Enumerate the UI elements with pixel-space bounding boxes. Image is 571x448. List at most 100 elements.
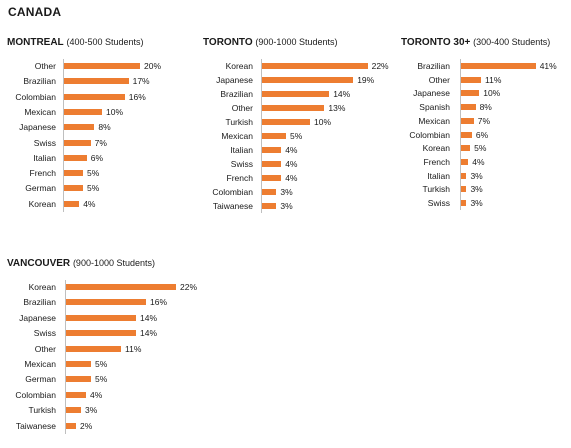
- bar: [262, 63, 368, 69]
- panel-city: MONTREAL: [7, 37, 64, 48]
- panel-title: VANCOUVER (900-1000 Students): [7, 258, 155, 269]
- category-label: Korean: [28, 198, 56, 209]
- category-label: Turkish: [28, 405, 56, 416]
- bar: [66, 314, 136, 321]
- category-label: Italian: [427, 170, 450, 181]
- category-label: French: [29, 168, 56, 179]
- category-label: Swiss: [427, 198, 450, 208]
- category-label: Turkish: [422, 184, 450, 195]
- bar: [66, 422, 76, 429]
- bar: [461, 76, 482, 83]
- bar: [262, 133, 286, 139]
- bar: [461, 90, 480, 97]
- value-label: 6%: [475, 129, 489, 140]
- value-label: 5%: [290, 131, 303, 141]
- value-label: 8%: [479, 102, 492, 113]
- category-label: Mexican: [24, 106, 56, 117]
- value-label: 3%: [280, 201, 293, 211]
- bar: [64, 78, 129, 85]
- value-label: 4%: [285, 173, 298, 183]
- value-label: 4%: [285, 159, 298, 169]
- category-label: Korean: [225, 61, 253, 71]
- bar: [66, 376, 91, 383]
- bar: [66, 299, 146, 306]
- value-label: 5%: [474, 143, 487, 154]
- bar: [262, 91, 330, 97]
- bar: [461, 200, 467, 206]
- bar: [461, 145, 471, 152]
- chart-panel-toronto: TORONTO (900-1000 Students) Korean 22% Jap…: [203, 37, 389, 237]
- bar: [461, 158, 469, 165]
- bar: [262, 105, 325, 111]
- category-label: Mexican: [221, 131, 253, 141]
- bar: [64, 93, 125, 100]
- category-label: French: [423, 156, 450, 167]
- value-label: 3%: [470, 198, 483, 208]
- bar: [64, 124, 95, 131]
- category-label: Taiwanese: [212, 201, 253, 211]
- category-label: Italian: [33, 152, 56, 163]
- category-label: Japanese: [19, 312, 56, 323]
- category-label: Spanish: [419, 102, 450, 113]
- value-label: 8%: [98, 122, 111, 133]
- category-label: Brazilian: [417, 61, 450, 71]
- panel-subtitle: (900-1000 Students): [255, 37, 338, 47]
- value-label: 5%: [95, 359, 108, 369]
- panel-subtitle: (900-1000 Students): [72, 258, 155, 268]
- category-label: Other: [34, 61, 56, 71]
- category-label: Italian: [230, 145, 253, 155]
- bar: [262, 175, 282, 181]
- bar: [461, 104, 476, 111]
- category-axis-line: [63, 59, 64, 212]
- value-label: 20%: [144, 61, 162, 71]
- panel-city: VANCOUVER: [7, 258, 71, 269]
- category-label: Taiwanese: [15, 420, 56, 431]
- value-label: 5%: [87, 183, 100, 194]
- value-label: 10%: [106, 106, 124, 117]
- category-label: Colombian: [15, 389, 56, 400]
- bar: [64, 154, 87, 161]
- bar: [66, 361, 91, 367]
- value-label: 3%: [85, 405, 98, 416]
- value-label: 3%: [470, 170, 483, 181]
- country-heading: CANADA: [8, 5, 62, 19]
- value-label: 10%: [314, 117, 332, 127]
- panel-title: MONTREAL (400-500 Students): [7, 37, 144, 48]
- category-label: Colombian: [15, 91, 56, 102]
- bar: [262, 147, 282, 153]
- bar: [262, 161, 282, 167]
- value-label: 4%: [90, 389, 103, 400]
- category-label: Other: [428, 74, 450, 85]
- bar: [64, 170, 83, 177]
- value-label: 10%: [483, 88, 501, 99]
- value-label: 14%: [140, 328, 158, 339]
- bar: [461, 172, 467, 179]
- category-label: Colombian: [212, 187, 253, 197]
- bar: [461, 131, 472, 138]
- category-label: Colombian: [409, 129, 450, 140]
- bar: [64, 63, 140, 69]
- value-label: 14%: [333, 89, 351, 99]
- category-label: German: [25, 374, 56, 385]
- chart-panel-vancouver: VANCOUVER (900-1000 Students) Korean 22% B…: [7, 258, 197, 443]
- category-label: Swiss: [230, 159, 253, 169]
- category-label: Brazilian: [23, 297, 56, 308]
- bar: [64, 200, 80, 207]
- category-label: Swiss: [33, 328, 56, 339]
- category-label: Korean: [28, 282, 56, 292]
- panel-title: TORONTO (900-1000 Students): [203, 37, 337, 48]
- bar: [64, 185, 83, 192]
- category-label: Turkish: [225, 117, 253, 127]
- panel-city: TORONTO: [203, 37, 253, 48]
- category-axis-line: [65, 280, 66, 434]
- value-label: 4%: [285, 145, 298, 155]
- value-label: 19%: [357, 75, 375, 85]
- category-label: Mexican: [418, 115, 450, 126]
- bar: [262, 203, 277, 209]
- value-label: 17%: [132, 76, 150, 87]
- value-label: 22%: [371, 61, 389, 71]
- category-label: Korean: [422, 143, 450, 154]
- category-axis-line: [460, 59, 461, 210]
- value-label: 7%: [477, 115, 491, 126]
